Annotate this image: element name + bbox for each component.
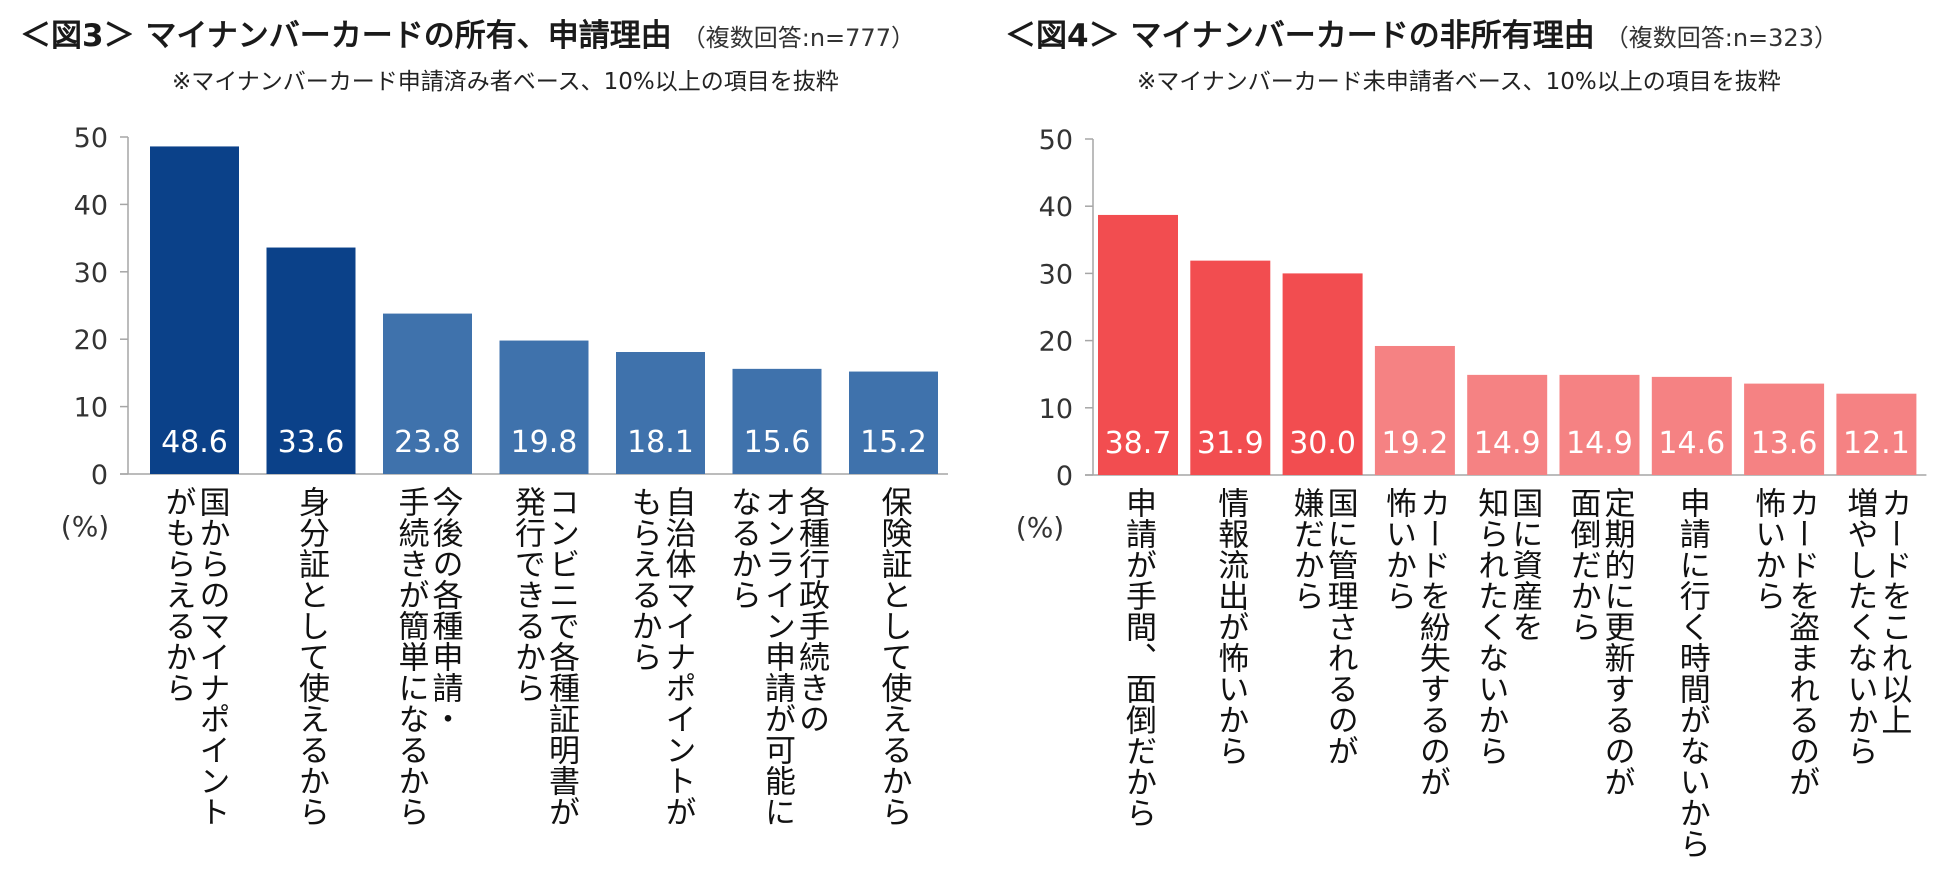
bar xyxy=(1559,374,1640,475)
chart-title-note: （複数回答:n=777） xyxy=(681,24,915,52)
bar-chart-fig4: 0 10 20 30 40 50 (%) 38.7 31.9 30.0 19.2 14.9 14.9 14… xyxy=(1016,125,1927,544)
category-label: 国に管理されるのが 嫌だから xyxy=(1287,487,1358,766)
chart-subtitle: ※マイナンバーカード申請済み者ベース、10%以上の項目を抜粋 xyxy=(172,69,839,95)
bar-value-label: 15.2 xyxy=(860,425,927,460)
category-label: 保険証として使えるから xyxy=(875,486,912,827)
category-label: カードを盗まれるのが 怖いから xyxy=(1749,487,1820,797)
chart-title-row: ＜図3＞ マイナンバーカードの所有、申請理由 （複数回答:n=777） xyxy=(20,10,915,55)
bar xyxy=(1282,273,1363,475)
chart-subtitle: ※マイナンバーカード未申請者ベース、10%以上の項目を抜粋 xyxy=(1137,69,1781,95)
category-label: 情報流出が怖いから xyxy=(1212,487,1249,766)
bar xyxy=(1744,383,1825,475)
chart-panel-fig4: ＜図4＞ マイナンバーカードの非所有理由 （複数回答:n=323） ※マイナンバー… xyxy=(985,0,1950,889)
chart-panel-fig3: ＜図3＞ マイナンバーカードの所有、申請理由 （複数回答:n=777） ※マイナン… xyxy=(0,0,960,889)
bar-value-label: 31.9 xyxy=(1197,426,1264,461)
y-tick-label: 0 xyxy=(91,460,108,491)
bar-value-label: 14.9 xyxy=(1566,426,1633,461)
category-label: 今後の各種申請・ 手続きが簡単になるから xyxy=(392,486,463,827)
y-tick-label: 0 xyxy=(1056,461,1073,492)
category-label: 自治体マイナポイントが もらえるから xyxy=(625,486,696,827)
bar-value-label: 14.9 xyxy=(1474,426,1541,461)
category-label: 申請に行く時間がないから xyxy=(1673,487,1710,859)
category-label: カードをこれ以上 増やしたくないから xyxy=(1841,487,1912,766)
chart-title: ＜図3＞ マイナンバーカードの所有、申請理由 xyxy=(20,18,672,54)
bar xyxy=(1374,345,1455,475)
y-tick-label: 40 xyxy=(1039,192,1073,223)
y-tick-label: 20 xyxy=(1039,327,1073,358)
bar-value-label: 18.1 xyxy=(627,425,694,460)
bar xyxy=(1467,374,1548,475)
category-label: コンビニで各種証明書が 発行できるから xyxy=(509,486,579,827)
chart-title-row: ＜図4＞ マイナンバーカードの非所有理由 （複数回答:n=323） xyxy=(1005,10,1838,55)
bar-value-label: 13.6 xyxy=(1751,426,1818,461)
category-label: 申請が手間、面倒だから xyxy=(1120,487,1156,828)
category-label: 国からのマイナポイント がもらえるから xyxy=(159,486,230,827)
bar xyxy=(732,368,822,474)
bar xyxy=(849,371,938,474)
bar-value-label: 30.0 xyxy=(1289,426,1356,461)
bar xyxy=(616,352,705,474)
category-label: 各種行政手続きの オンライン申請が可能に なるから xyxy=(725,486,829,827)
bar xyxy=(1651,376,1732,475)
bar xyxy=(1836,393,1917,475)
chart-title: ＜図4＞ マイナンバーカードの非所有理由 xyxy=(1005,18,1595,54)
y-tick-label: 20 xyxy=(74,325,108,356)
y-tick-label: 10 xyxy=(74,393,108,424)
bar xyxy=(499,340,589,474)
bar xyxy=(1190,260,1271,475)
y-axis-label: (%) xyxy=(61,510,109,543)
bar-value-label: 33.6 xyxy=(278,425,345,460)
category-label: カードを紛失するのが 怖いから xyxy=(1379,487,1450,797)
bar-value-label: 19.2 xyxy=(1382,426,1449,461)
bar-value-label: 12.1 xyxy=(1843,426,1910,461)
bar-value-label: 15.6 xyxy=(744,425,811,460)
bar-value-label: 14.6 xyxy=(1658,426,1725,461)
category-label: 定期的に更新するのが 面倒だから xyxy=(1564,487,1635,797)
category-label: 国に資産を 知られたくないから xyxy=(1472,487,1543,766)
y-tick-label: 30 xyxy=(74,258,108,289)
bar-value-label: 23.8 xyxy=(394,425,461,460)
bar-value-label: 48.6 xyxy=(161,425,228,460)
y-tick-label: 50 xyxy=(1039,125,1073,156)
bar-value-label: 19.8 xyxy=(511,425,578,460)
y-tick-label: 50 xyxy=(74,123,108,154)
y-tick-label: 10 xyxy=(1039,394,1073,425)
y-axis-label: (%) xyxy=(1016,511,1064,544)
bar xyxy=(150,146,239,474)
bar-chart-fig3: 0 10 20 30 40 50 (%) 48.6 33.6 23.8 19.8 18.1 15.6 15… xyxy=(61,123,948,543)
bar xyxy=(383,313,472,474)
y-tick-label: 40 xyxy=(74,190,108,221)
chart-title-note: （複数回答:n=323） xyxy=(1604,24,1838,52)
bar xyxy=(1098,214,1178,475)
category-label: 身分証として使えるから xyxy=(293,486,329,827)
bar-value-label: 38.7 xyxy=(1105,426,1172,461)
bar xyxy=(266,247,356,474)
y-tick-label: 30 xyxy=(1039,259,1073,290)
